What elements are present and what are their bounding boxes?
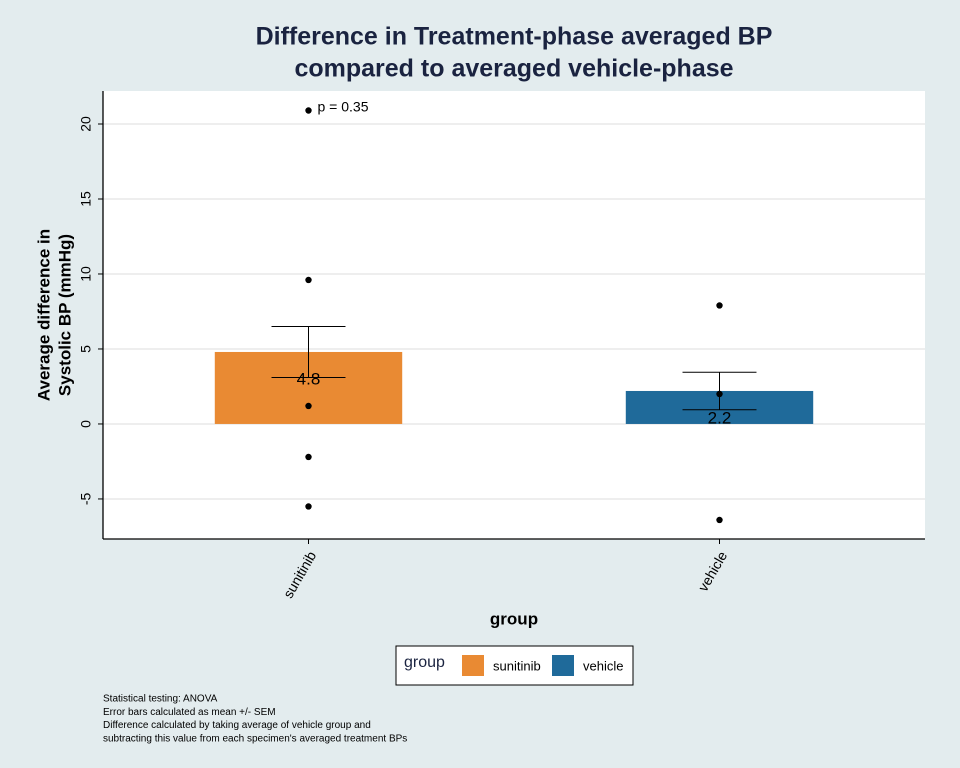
x-axis-title: group bbox=[490, 609, 538, 628]
y-tick-label: 10 bbox=[78, 266, 94, 282]
legend-title: group bbox=[404, 654, 445, 671]
data-label: 2.2 bbox=[708, 408, 732, 427]
plot-area bbox=[103, 91, 925, 539]
y-axis-title: Systolic BP (mmHg) bbox=[55, 234, 74, 396]
legend-swatch bbox=[552, 655, 574, 676]
y-tick-group: 20 bbox=[78, 116, 94, 132]
y-tick-group: -5 bbox=[78, 493, 94, 506]
data-point bbox=[305, 107, 312, 114]
data-label: 4.8 bbox=[297, 369, 321, 388]
footnote: subtracting this value from each specime… bbox=[103, 734, 407, 745]
y-axis-title: Average difference in bbox=[34, 229, 53, 401]
y-tick-label: -5 bbox=[78, 493, 94, 506]
y-tick-label: 20 bbox=[78, 116, 94, 132]
legend-swatch bbox=[462, 655, 484, 676]
data-point bbox=[716, 516, 723, 524]
chart-title: Difference in Treatment-phase averaged B… bbox=[256, 23, 773, 51]
data-point bbox=[305, 276, 312, 284]
y-tick-group: 15 bbox=[78, 191, 94, 207]
data-point bbox=[305, 503, 312, 510]
data-point bbox=[716, 302, 723, 309]
chart-title: compared to averaged vehicle-phase bbox=[294, 55, 733, 83]
annotation: p = 0.35 bbox=[318, 99, 369, 115]
footnote: Statistical testing: ANOVA bbox=[103, 694, 218, 705]
y-tick-label: 15 bbox=[78, 191, 94, 207]
y-tick-label: 0 bbox=[78, 420, 94, 428]
legend-label: sunitinib bbox=[493, 658, 541, 673]
data-point bbox=[716, 390, 723, 398]
footnote: Difference calculated by taking average … bbox=[103, 720, 371, 731]
legend-box bbox=[395, 645, 634, 686]
y-tick-group: 5 bbox=[78, 345, 94, 353]
y-tick-group: 10 bbox=[78, 266, 94, 282]
footnote: Error bars calculated as mean +/- SEM bbox=[103, 707, 276, 718]
y-tick-label: 5 bbox=[78, 345, 94, 353]
data-point bbox=[305, 453, 312, 461]
y-tick-group: 0 bbox=[78, 420, 94, 428]
data-point bbox=[305, 402, 312, 410]
legend-label: vehicle bbox=[583, 658, 623, 673]
